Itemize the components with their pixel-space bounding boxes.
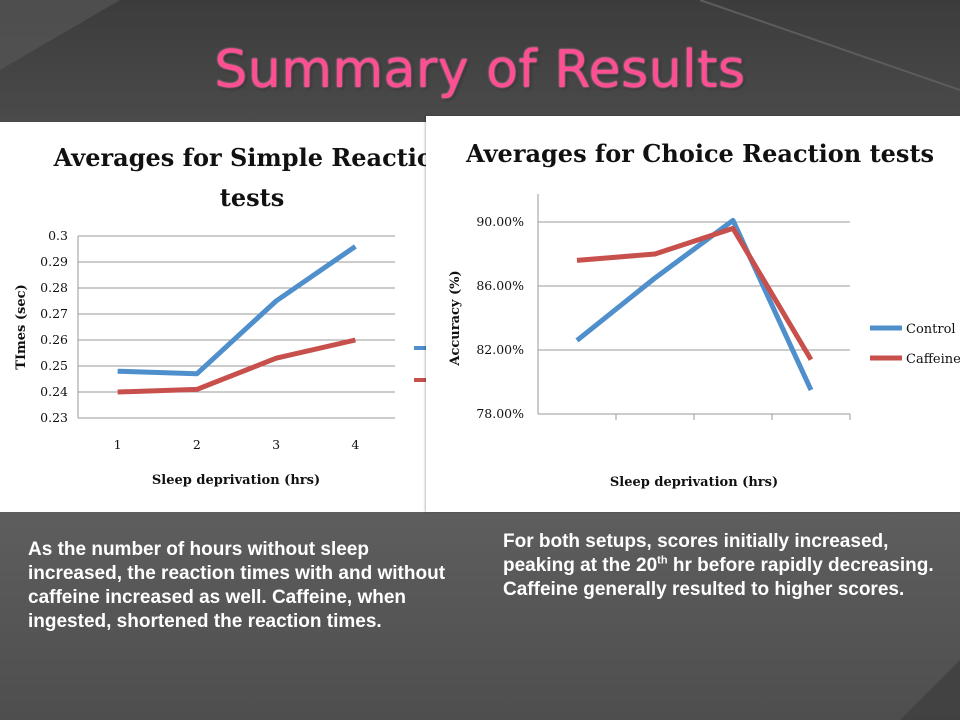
y-tick-label: 0.26	[40, 332, 68, 347]
y-tick-label: 82.00%	[476, 342, 524, 357]
choice-reaction-chart: Averages for Choice Reaction tests 78.00%…	[448, 139, 960, 490]
caption-choice-text-b: hr before rapidly decreasing. Caffeine g…	[503, 555, 934, 600]
caption-simple-reaction: As the number of hours without sleep inc…	[28, 539, 446, 632]
y-tick-label: 0.29	[40, 254, 68, 269]
y-tick-label: 0.3	[48, 228, 68, 243]
legend-label: Caffeine	[906, 352, 960, 367]
footer-background	[0, 510, 960, 720]
caption-choice-text-a: For both setups, scores initially increa…	[503, 531, 889, 576]
y-tick-label: 86.00%	[476, 278, 524, 293]
x-axis-label: Sleep deprivation (hrs)	[152, 473, 320, 488]
x-tick-label: 1	[114, 437, 122, 452]
chart-title-line: tests	[220, 183, 284, 212]
y-axis-label: TImes (sec)	[14, 284, 29, 369]
chart-title: Averages for Choice Reaction tests	[465, 139, 934, 168]
series-line-control	[575, 217, 814, 392]
x-axis-label: Sleep deprivation (hrs)	[610, 475, 778, 490]
caption-choice-reaction: For both setups, scores initially increa…	[503, 530, 943, 602]
header-background	[0, 0, 960, 120]
x-tick-label: 4	[351, 437, 359, 452]
y-tick-label: 78.00%	[476, 406, 524, 421]
x-tick-label: 2	[193, 437, 201, 452]
simple-reaction-chart: Averages for Simple Reaction tests 0.23 0.2…	[14, 143, 428, 488]
choice-reaction-chart-panel: Averages for Choice Reaction tests 78.00%…	[426, 116, 960, 512]
y-axis-label: Accuracy (%)	[448, 270, 463, 366]
y-tick-label: 0.24	[40, 384, 68, 399]
x-tick-label: 3	[272, 437, 280, 452]
y-tick-label: 0.28	[40, 280, 68, 295]
series-line-caffeine	[576, 225, 814, 361]
y-tick-label: 90.00%	[476, 214, 524, 229]
simple-reaction-chart-panel: Averages for Simple Reaction tests 0.23 0.2…	[0, 122, 428, 512]
caption-choice-superscript: th	[657, 554, 668, 567]
series-line-control	[117, 244, 357, 377]
y-tick-label: 0.23	[40, 410, 68, 425]
y-tick-label: 0.27	[40, 306, 68, 321]
y-tick-label: 0.25	[40, 358, 68, 373]
chart-title-line: Averages for Simple Reaction	[53, 143, 428, 172]
slide-title: Summary of Results	[214, 40, 746, 100]
series-line-caffeine	[117, 337, 356, 395]
legend-label: Control	[906, 322, 956, 337]
